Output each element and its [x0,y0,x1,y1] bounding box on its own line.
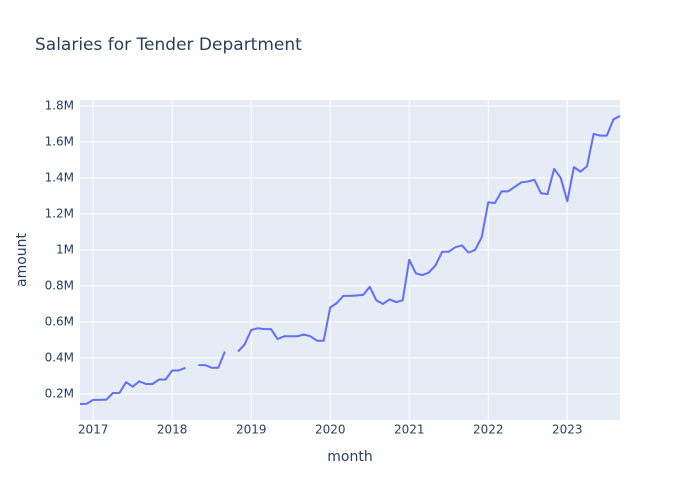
y-tick-label: 0.2M [45,386,74,400]
x-axis-title: month [327,449,372,465]
y-tick-label: 1.8M [45,98,74,112]
chart-title: Salaries for Tender Department [35,35,302,55]
y-tick-label: 0.8M [45,278,74,292]
x-tick-label: 2020 [315,423,346,437]
plot-area [80,100,620,420]
x-tick-label: 2021 [394,423,425,437]
y-axis-title: amount [14,232,30,287]
y-tick-label: 1.6M [45,134,74,148]
y-tick-label: 1.2M [45,206,74,220]
x-tick-label: 2017 [78,423,109,437]
x-tick-label: 2018 [157,423,188,437]
x-tick-label: 2019 [236,423,267,437]
x-tick-label: 2022 [473,423,504,437]
data-line [79,114,621,405]
y-tick-label: 1.4M [45,170,74,184]
x-tick-label: 2023 [552,423,583,437]
y-tick-label: 0.4M [45,350,74,364]
y-tick-label: 1M [56,242,74,256]
y-tick-label: 0.6M [45,314,74,328]
